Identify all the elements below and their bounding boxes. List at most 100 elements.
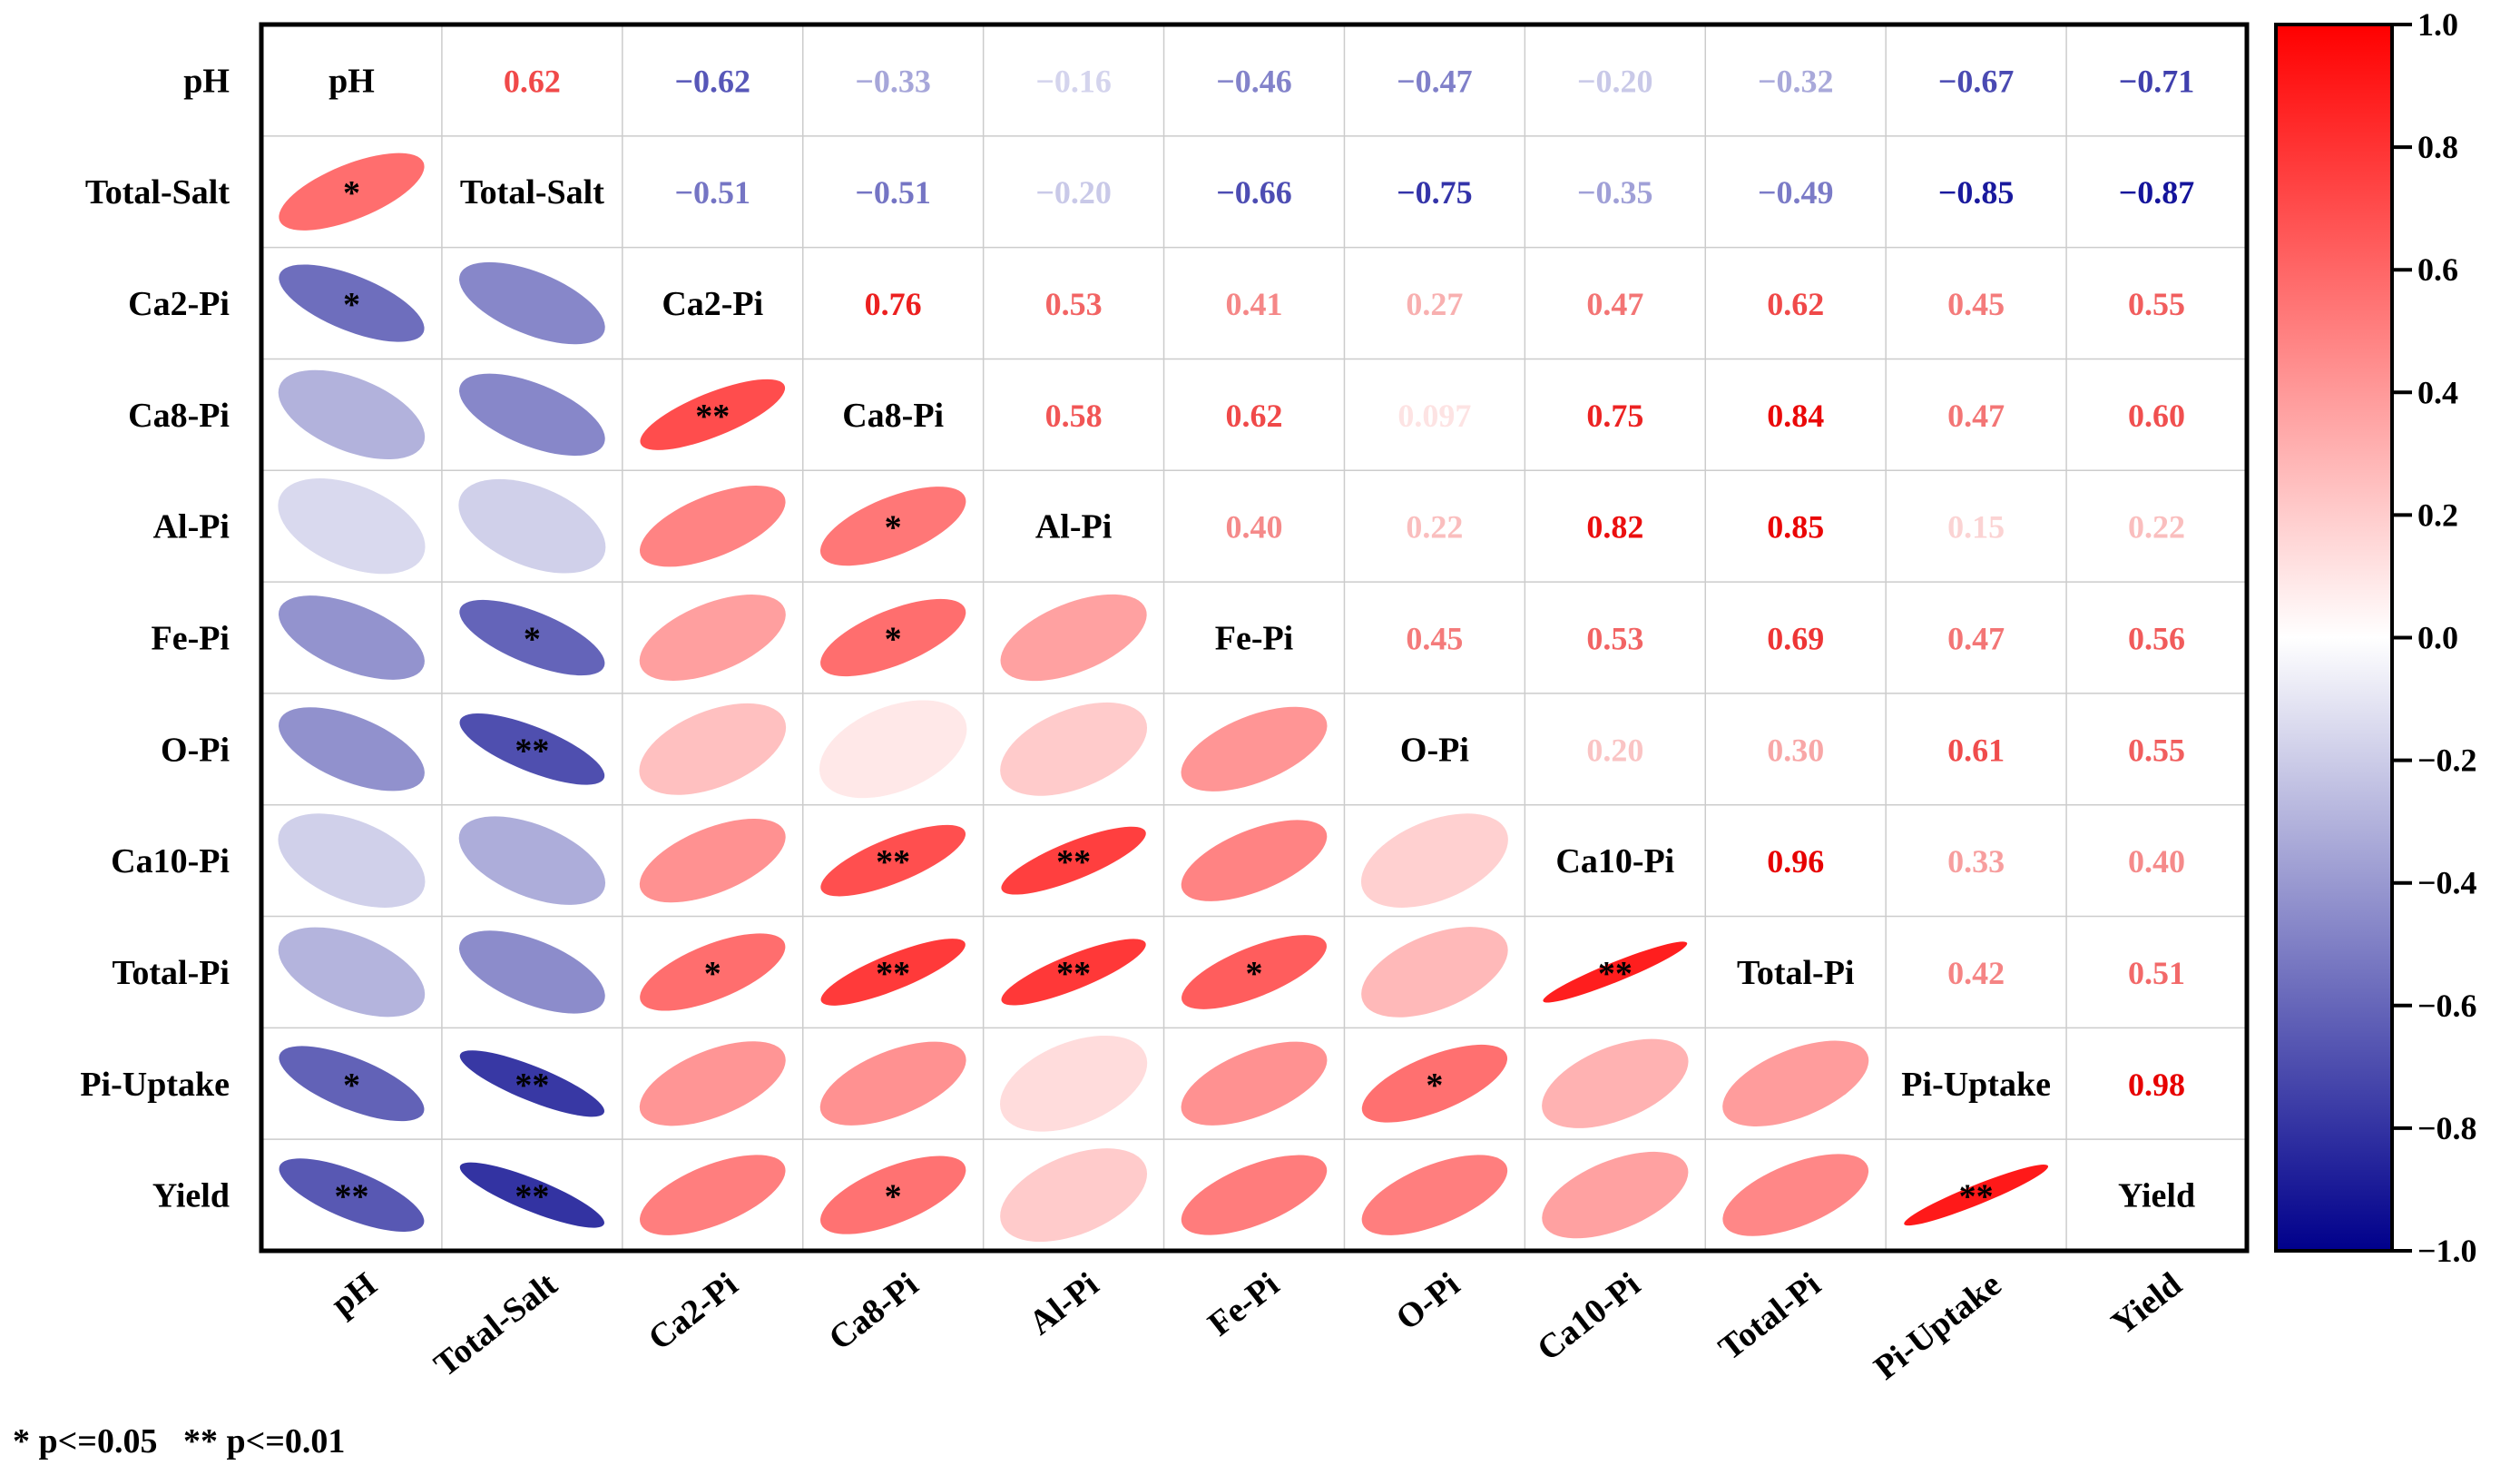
diagonal-label: Ca10-Pi xyxy=(1555,842,1674,880)
column-label: Fe-Pi xyxy=(1201,1265,1287,1343)
correlation-ellipse xyxy=(820,598,966,677)
correlation-ellipse xyxy=(640,1155,786,1235)
correlation-value: 0.75 xyxy=(1586,398,1643,434)
correlation-value: 0.53 xyxy=(1045,286,1103,322)
correlation-ellipse xyxy=(279,1046,425,1122)
row-label: pH xyxy=(183,62,230,100)
correlation-ellipse xyxy=(1000,1148,1148,1243)
correlation-ellipse xyxy=(1361,927,1508,1018)
correlation-value: 0.58 xyxy=(1045,398,1103,434)
significance-stars: ** xyxy=(876,843,910,881)
correlation-ellipse xyxy=(459,1162,604,1228)
correlation-value: −0.47 xyxy=(1397,63,1473,99)
significance-stars: ** xyxy=(695,398,730,436)
correlation-value: −0.32 xyxy=(1758,63,1834,99)
correlation-ellipse xyxy=(1000,702,1148,796)
correlation-value: −0.16 xyxy=(1035,63,1112,99)
colorbar-tick-label: 0.0 xyxy=(2417,620,2458,656)
significance-stars: * xyxy=(343,174,360,212)
correlation-value: 0.55 xyxy=(2128,286,2185,322)
correlation-value: 0.62 xyxy=(504,63,561,99)
correlation-value: −0.66 xyxy=(1216,174,1292,211)
correlation-ellipse xyxy=(459,713,605,785)
diagonal-label: Ca2-Pi xyxy=(662,285,763,323)
correlation-value: 0.61 xyxy=(1947,732,2005,768)
colorbar-tick-label: 0.4 xyxy=(2417,374,2458,410)
correlation-value: 0.33 xyxy=(1947,843,2005,880)
significance-stars: * xyxy=(524,621,541,659)
significance-stars: * xyxy=(343,286,360,324)
correlation-ellipse xyxy=(1181,1155,1328,1235)
correlation-ellipse xyxy=(458,478,606,574)
correlation-ellipse xyxy=(1181,706,1328,792)
row-label: O-Pi xyxy=(161,731,230,769)
correlation-ellipse xyxy=(1360,813,1508,908)
correlation-ellipse xyxy=(459,373,605,457)
significance-stars: * xyxy=(885,621,902,659)
colorbar-tick-label: 0.6 xyxy=(2417,251,2458,288)
correlation-value: 0.22 xyxy=(2128,509,2185,546)
correlation-value: −0.51 xyxy=(675,174,751,211)
significance-stars: * xyxy=(1246,955,1263,993)
correlation-ellipse xyxy=(1182,935,1327,1009)
correlation-ellipse xyxy=(819,700,967,799)
correlation-ellipse xyxy=(1181,820,1328,901)
correlation-ellipse xyxy=(1722,1040,1869,1126)
significance-stars: * xyxy=(704,955,721,993)
correlation-ellipse xyxy=(639,485,786,567)
correlation-ellipse xyxy=(278,478,426,575)
significance-stars: ** xyxy=(876,955,910,993)
correlation-value: 0.20 xyxy=(1586,732,1643,768)
significance-stars: * xyxy=(1426,1067,1443,1105)
row-label: Ca10-Pi xyxy=(111,842,230,880)
correlation-value: 0.45 xyxy=(1406,621,1463,657)
correlation-value: 0.47 xyxy=(1947,621,2005,657)
column-label: Total-Salt xyxy=(427,1265,564,1384)
correlation-ellipse xyxy=(1361,1044,1508,1123)
colorbar-tick-label: 0.8 xyxy=(2417,129,2458,165)
correlation-ellipse xyxy=(279,264,425,342)
correlation-ellipse xyxy=(819,1041,966,1126)
correlation-ellipse xyxy=(279,707,425,792)
correlation-value: 0.22 xyxy=(1406,509,1463,546)
significance-stars: ** xyxy=(515,732,549,770)
colorbar-gradient xyxy=(2274,23,2394,1253)
correlation-ellipse xyxy=(640,933,786,1011)
correlation-ellipse xyxy=(278,927,426,1018)
colorbar-ticks: 1.0 0.8 0.6 0.4 0.2 0.0 −0.2 −0.4 −0.6 −0.8 −1.0 xyxy=(2392,6,2477,1269)
significance-stars: * xyxy=(885,1178,902,1216)
correlation-ellipse xyxy=(820,939,966,1006)
colorbar-tick-label: 1.0 xyxy=(2417,6,2458,43)
column-labels: pH Total-Salt Ca2-Pi Ca8-Pi Al-Pi Fe-Pi O-Pi Ca… xyxy=(324,1265,2189,1388)
correlation-ellipse xyxy=(640,379,786,450)
correlation-ellipse xyxy=(459,261,605,345)
significance-stars: ** xyxy=(334,1178,368,1216)
correlation-value: 0.45 xyxy=(1947,286,2005,322)
row-label: Total-Salt xyxy=(85,173,230,211)
correlation-value: −0.71 xyxy=(2119,63,2195,99)
correlation-ellipse xyxy=(639,819,786,903)
significance-stars: * xyxy=(343,1067,360,1105)
correlation-value: 0.53 xyxy=(1586,621,1643,657)
colorbar-tick-label: 0.2 xyxy=(2417,497,2458,533)
row-label: Pi-Uptake xyxy=(80,1066,230,1104)
correlation-value: 0.40 xyxy=(1226,509,1283,546)
column-label: pH xyxy=(324,1265,384,1323)
diagonal-label: Fe-Pi xyxy=(1215,620,1294,658)
correlation-value: 0.76 xyxy=(865,286,922,322)
correlation-ellipse xyxy=(999,1035,1148,1132)
correlation-ellipse xyxy=(279,595,425,680)
colorbar-tick-label: −1.0 xyxy=(2417,1233,2477,1269)
correlation-ellipse xyxy=(1361,1155,1508,1235)
correlation-value: 0.82 xyxy=(1586,509,1643,546)
correlation-value: −0.20 xyxy=(1577,63,1653,99)
diagonal-label: Ca8-Pi xyxy=(842,397,944,435)
column-label: O-Pi xyxy=(1389,1265,1467,1338)
significance-stars: ** xyxy=(515,1178,549,1216)
significance-legend: * p<=0.05 ** p<=0.01 xyxy=(13,1422,345,1460)
correlation-value: 0.84 xyxy=(1767,398,1824,434)
correlation-value: 0.62 xyxy=(1767,286,1824,322)
correlation-ellipse xyxy=(820,1155,966,1234)
